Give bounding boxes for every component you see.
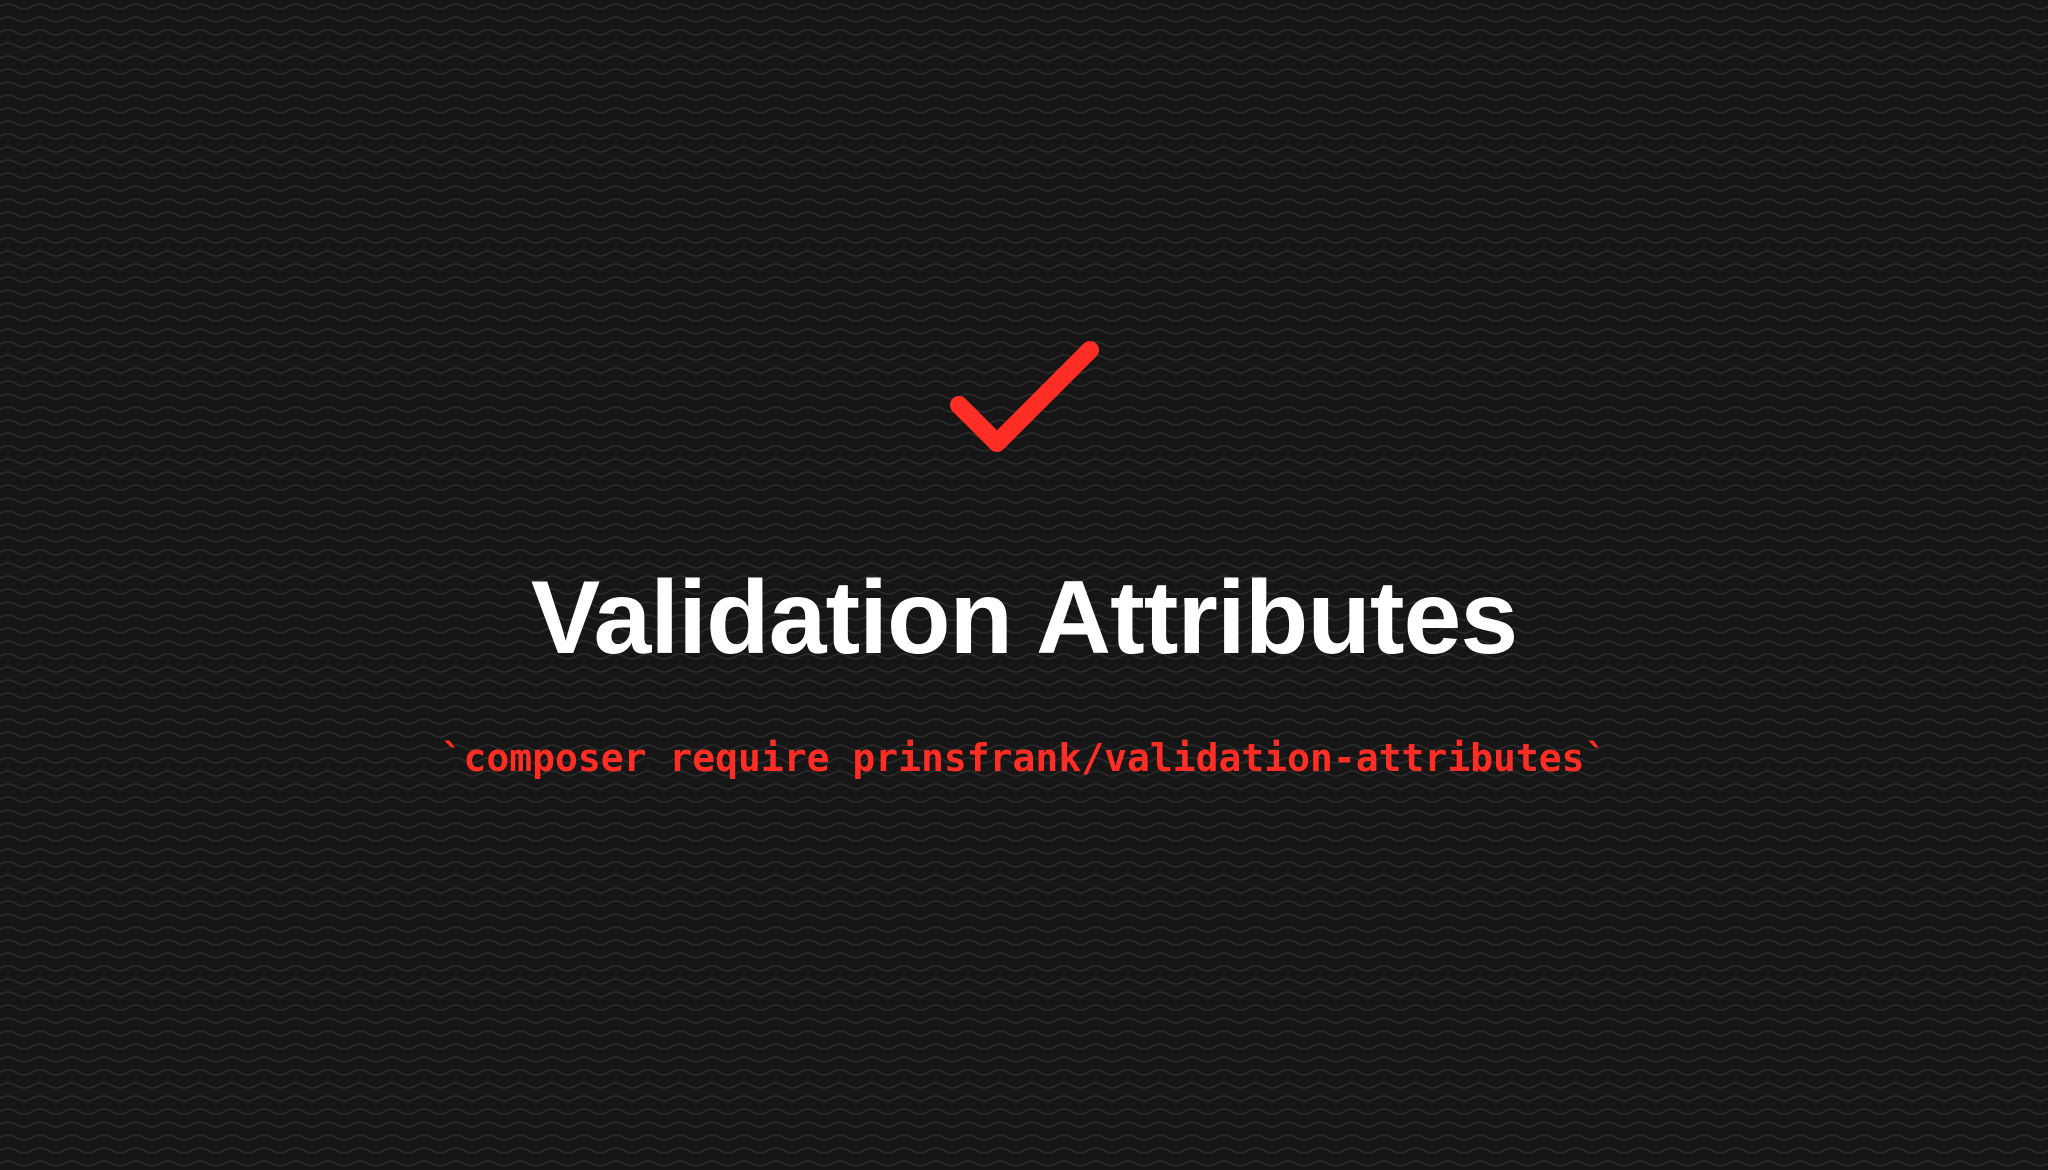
page-title: Validation Attributes [530,560,1518,676]
install-command: `composer require prinsfrank/validation-… [440,736,1608,780]
checkmark-icon [950,341,1099,452]
